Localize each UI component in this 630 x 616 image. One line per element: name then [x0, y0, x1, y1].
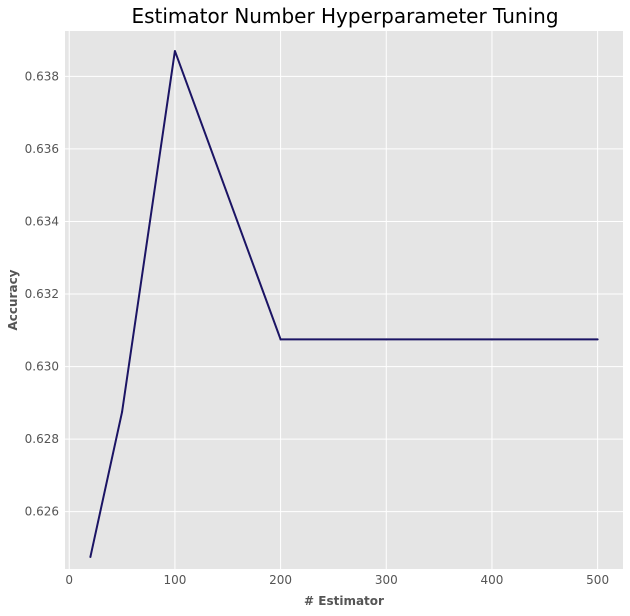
x-tick-label: 200 — [269, 573, 292, 587]
x-tick-label: 300 — [375, 573, 398, 587]
chart-title: Estimator Number Hyperparameter Tuning — [131, 4, 558, 28]
x-tick-label: 400 — [481, 573, 504, 587]
data-point — [596, 338, 599, 341]
y-tick-label: 0.638 — [25, 69, 59, 83]
x-tick-label: 0 — [65, 573, 73, 587]
x-tick-label: 100 — [163, 573, 186, 587]
data-point — [385, 338, 388, 341]
grid-lines — [65, 31, 623, 569]
x-axis-label: # Estimator — [304, 594, 384, 608]
x-tick-labels: 0 100 200 300 400 500 — [65, 573, 609, 587]
data-point — [490, 338, 493, 341]
data-point — [89, 556, 92, 559]
y-tick-label: 0.628 — [25, 432, 59, 446]
data-point — [279, 338, 282, 341]
y-tick-label: 0.634 — [25, 214, 59, 228]
y-tick-label: 0.636 — [25, 142, 59, 156]
y-tick-label: 0.632 — [25, 287, 59, 301]
plot-area — [65, 31, 623, 569]
data-points — [89, 49, 599, 559]
data-point — [121, 410, 124, 413]
y-tick-label: 0.626 — [25, 505, 59, 519]
x-tick-label: 500 — [586, 573, 609, 587]
y-axis-label: Accuracy — [6, 269, 20, 330]
y-tick-label: 0.630 — [25, 360, 59, 374]
y-tick-labels: 0.626 0.628 0.630 0.632 0.634 0.636 0.638 — [25, 69, 59, 518]
data-point — [173, 49, 176, 52]
